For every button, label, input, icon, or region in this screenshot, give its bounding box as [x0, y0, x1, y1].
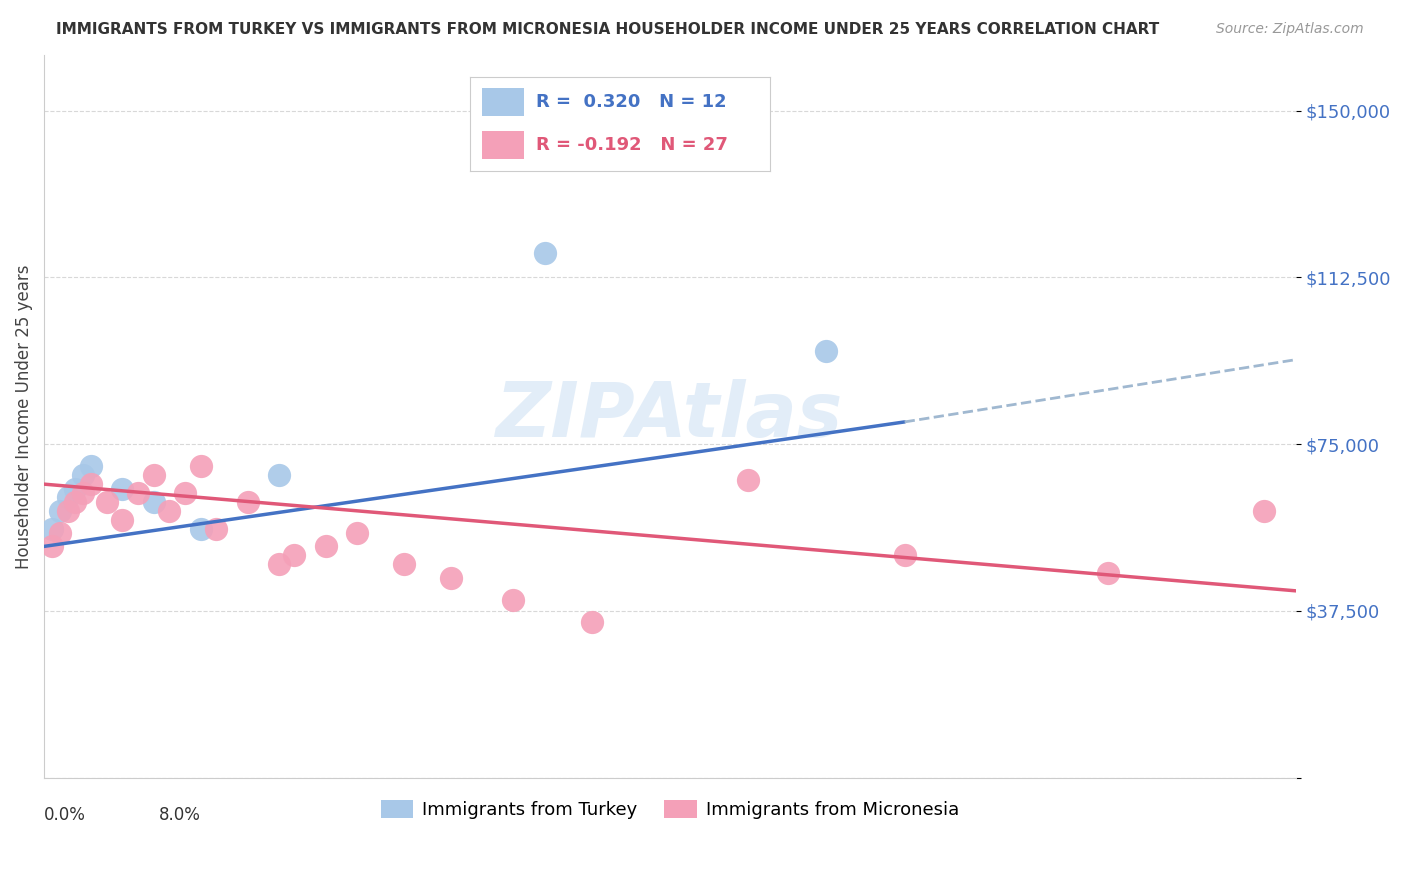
Text: 8.0%: 8.0%	[159, 806, 201, 824]
Point	[96, 495, 118, 509]
Point	[127, 486, 149, 500]
Point	[41, 522, 63, 536]
Point	[142, 495, 165, 509]
Point	[815, 343, 838, 358]
Point	[236, 495, 259, 509]
Point	[174, 486, 197, 500]
Point	[502, 592, 524, 607]
Point	[893, 549, 915, 563]
Point	[111, 482, 134, 496]
Point	[56, 504, 79, 518]
Point	[80, 477, 103, 491]
Point	[737, 473, 759, 487]
Legend: Immigrants from Turkey, Immigrants from Micronesia: Immigrants from Turkey, Immigrants from …	[374, 792, 966, 826]
Point	[65, 482, 87, 496]
Point	[80, 459, 103, 474]
Point	[1253, 504, 1275, 518]
Point	[41, 540, 63, 554]
Point	[49, 504, 72, 518]
Point	[190, 522, 212, 536]
Point	[1097, 566, 1119, 580]
Point	[440, 570, 463, 584]
Point	[157, 504, 180, 518]
Point	[346, 526, 368, 541]
Point	[111, 513, 134, 527]
Point	[581, 615, 603, 629]
Point	[267, 557, 290, 571]
Point	[283, 549, 305, 563]
Text: Source: ZipAtlas.com: Source: ZipAtlas.com	[1216, 22, 1364, 37]
Point	[205, 522, 228, 536]
Point	[392, 557, 415, 571]
Y-axis label: Householder Income Under 25 years: Householder Income Under 25 years	[15, 264, 32, 568]
Point	[142, 468, 165, 483]
Point	[533, 246, 555, 260]
Point	[190, 459, 212, 474]
Point	[56, 491, 79, 505]
Point	[72, 468, 94, 483]
Text: 0.0%: 0.0%	[44, 806, 86, 824]
Point	[315, 540, 337, 554]
Point	[72, 486, 94, 500]
Text: ZIPAtlas: ZIPAtlas	[496, 379, 844, 453]
Point	[49, 526, 72, 541]
Point	[65, 495, 87, 509]
Text: IMMIGRANTS FROM TURKEY VS IMMIGRANTS FROM MICRONESIA HOUSEHOLDER INCOME UNDER 25: IMMIGRANTS FROM TURKEY VS IMMIGRANTS FRO…	[56, 22, 1160, 37]
Point	[267, 468, 290, 483]
